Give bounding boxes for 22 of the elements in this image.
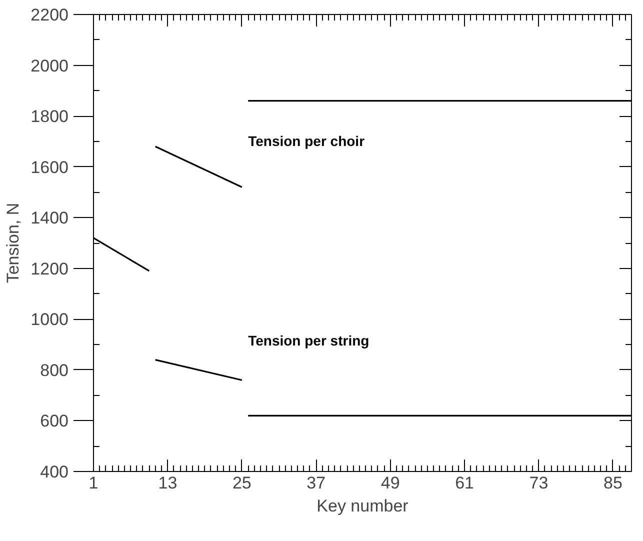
x-tick-label: 1 (88, 474, 98, 492)
y-tick-label: 1000 (30, 310, 69, 330)
y-axis-title: Tension, N (4, 202, 23, 284)
y-tick-label: 1400 (30, 208, 69, 228)
y-tick-label: 1800 (30, 107, 69, 126)
x-tick-label: 37 (306, 474, 326, 492)
text: Tension per choir (248, 132, 366, 149)
y-tick-label: 1200 (30, 259, 69, 278)
y-tick-label: 2200 (30, 6, 69, 24)
y-tick-label: 1600 (30, 158, 69, 177)
x-tick-label: 25 (232, 474, 252, 492)
x-axis-title: Key number (316, 496, 409, 516)
x-tick-label: 13 (158, 474, 178, 492)
x-tick-label: 85 (603, 474, 622, 492)
y-tick-label: 400 (40, 462, 69, 482)
x-tick-label: 49 (380, 474, 400, 492)
y-tick-label: 600 (40, 412, 69, 431)
x-tick-label: 61 (455, 474, 474, 492)
y-tick-label: 2000 (30, 56, 69, 76)
x-tick-label: 73 (529, 474, 548, 492)
text: Tension per string (248, 332, 370, 349)
y-tick-label: 800 (40, 360, 69, 380)
